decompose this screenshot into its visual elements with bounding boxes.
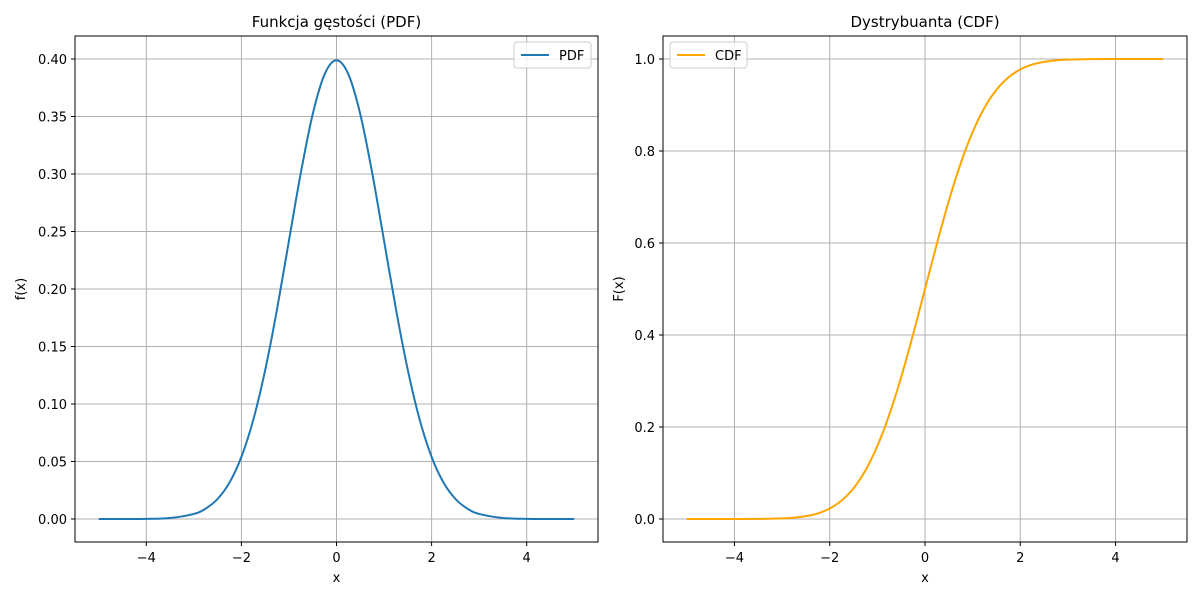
pdf-y-tick-label: 0.20 bbox=[38, 283, 67, 298]
cdf-x-tick-label: 4 bbox=[1111, 551, 1119, 566]
pdf-ticks: −4 −2 0 2 4 0.00 0.05 0.10 0.15 0.20 0.25 0.30 0.35 0… bbox=[38, 53, 531, 566]
pdf-y-tick-label: 0.00 bbox=[38, 513, 67, 528]
cdf-ticks: −4 −2 0 2 4 0.0 0.2 0.4 0.6 0.8 1.0 bbox=[634, 53, 1119, 566]
pdf-title: Funkcja gęstości (PDF) bbox=[252, 13, 421, 31]
cdf-x-tick-label: 0 bbox=[921, 551, 929, 566]
pdf-y-tick-label: 0.15 bbox=[38, 341, 67, 356]
cdf-series-layer bbox=[686, 57, 1164, 521]
pdf-series-line bbox=[98, 59, 575, 521]
cdf-y-tick-label: 0.0 bbox=[634, 513, 655, 528]
cdf-y-axis-label: F(x) bbox=[612, 276, 627, 301]
pdf-series-layer bbox=[98, 59, 575, 521]
cdf-series-line bbox=[686, 57, 1164, 521]
pdf-y-tick-label: 0.35 bbox=[38, 111, 67, 126]
pdf-x-axis-label: x bbox=[333, 571, 341, 586]
pdf-x-tick-label: 2 bbox=[427, 551, 435, 566]
pdf-x-tick-label: −2 bbox=[232, 551, 251, 566]
pdf-y-tick-label: 0.05 bbox=[38, 456, 67, 471]
pdf-y-tick-label: 0.30 bbox=[38, 168, 67, 183]
cdf-y-tick-label: 0.4 bbox=[634, 329, 655, 344]
pdf-x-tick-label: 4 bbox=[523, 551, 531, 566]
cdf-x-tick-label: 2 bbox=[1016, 551, 1024, 566]
cdf-title: Dystrybuanta (CDF) bbox=[850, 13, 999, 31]
pdf-chart: −4 −2 0 2 4 0.00 0.05 0.10 0.15 0.20 0.25 0.30 0.35 0… bbox=[14, 13, 599, 586]
pdf-x-tick-label: 0 bbox=[332, 551, 340, 566]
cdf-legend-label: CDF bbox=[715, 49, 742, 64]
pdf-legend: PDF bbox=[513, 41, 592, 69]
cdf-x-tick-label: −4 bbox=[725, 551, 744, 566]
cdf-chart: −4 −2 0 2 4 0.0 0.2 0.4 0.6 0.8 1.0 Dystrybuanta (… bbox=[612, 13, 1188, 586]
pdf-y-axis-label: f(x) bbox=[14, 278, 29, 300]
cdf-y-tick-label: 1.0 bbox=[634, 53, 655, 68]
cdf-y-tick-label: 0.6 bbox=[634, 237, 655, 252]
cdf-y-tick-label: 0.8 bbox=[634, 145, 655, 160]
cdf-grid bbox=[663, 36, 1187, 542]
pdf-legend-label: PDF bbox=[559, 49, 584, 64]
cdf-x-axis-label: x bbox=[921, 571, 929, 586]
cdf-legend: CDF bbox=[669, 41, 748, 69]
pdf-grid bbox=[75, 36, 598, 542]
pdf-y-tick-label: 0.25 bbox=[38, 226, 67, 241]
cdf-y-tick-label: 0.2 bbox=[634, 421, 655, 436]
cdf-legend-box bbox=[669, 41, 748, 69]
cdf-x-tick-label: −2 bbox=[820, 551, 839, 566]
pdf-y-tick-label: 0.10 bbox=[38, 398, 67, 413]
pdf-x-tick-label: −4 bbox=[137, 551, 156, 566]
pdf-y-tick-label: 0.40 bbox=[38, 53, 67, 68]
pdf-legend-box bbox=[513, 41, 592, 69]
